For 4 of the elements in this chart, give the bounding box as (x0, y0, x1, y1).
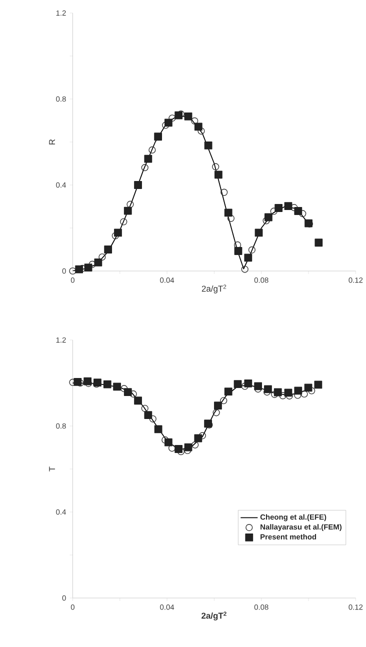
text: 2a/gT$^{2}$ (201, 612, 226, 620)
x-axis-title: 2a/gT$^{2}$ (202, 284, 226, 294)
y-axis-title: R (48, 139, 55, 144)
y-axis-title: T (48, 466, 55, 472)
